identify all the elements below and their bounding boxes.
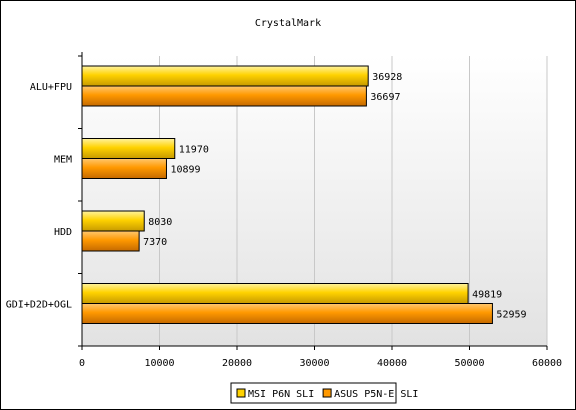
category-label: GDI+D2D+OGL <box>6 300 72 311</box>
bar-asus-p5n-e-sli <box>81 158 167 179</box>
legend-swatch-asus-p5n-e-sli <box>322 388 332 398</box>
x-tick-label: 30000 <box>299 358 329 369</box>
bar-asus-p5n-e-sli <box>81 303 493 324</box>
bar-msi-p6n-sli <box>81 138 176 159</box>
data-label: 52959 <box>496 310 526 321</box>
data-label: 36697 <box>370 92 400 103</box>
x-tick-label: 60000 <box>532 358 562 369</box>
legend-label: ASUS P5N-E SLI <box>334 389 418 400</box>
bar-asus-p5n-e-sli <box>81 230 140 252</box>
chart-title: CrystalMark <box>255 18 321 29</box>
category-label: ALU+FPU <box>30 82 72 93</box>
data-label: 8030 <box>148 217 172 228</box>
bar-msi-p6n-sli <box>81 210 145 232</box>
data-label: 36928 <box>372 72 402 83</box>
data-label: 49819 <box>472 290 502 301</box>
legend-box <box>230 382 397 404</box>
x-tick-label: 10000 <box>144 358 174 369</box>
data-label: 11970 <box>179 145 209 156</box>
x-tick-label: 40000 <box>377 358 407 369</box>
bar-msi-p6n-sli <box>81 283 469 304</box>
category-label: MEM <box>54 155 72 166</box>
data-label: 10899 <box>170 165 200 176</box>
bar-msi-p6n-sli <box>81 65 369 87</box>
x-tick-label: 50000 <box>454 358 484 369</box>
legend-label: MSI P6N SLI <box>248 389 314 400</box>
data-label: 7370 <box>143 237 167 248</box>
x-tick-label: 20000 <box>222 358 252 369</box>
bar-asus-p5n-e-sli <box>81 85 367 107</box>
category-label: HDD <box>54 227 72 238</box>
legend-swatch-msi-p6n-sli <box>236 388 246 398</box>
x-tick-label: 0 <box>79 358 85 369</box>
